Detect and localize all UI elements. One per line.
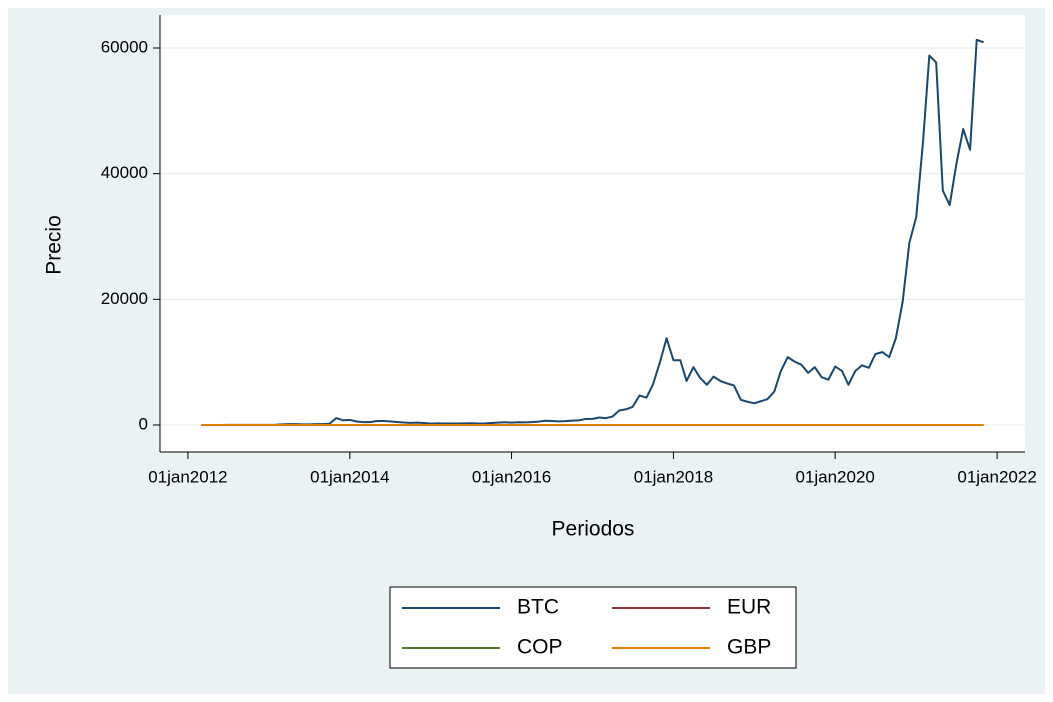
legend-label: GBP bbox=[727, 636, 771, 659]
y-tick-label: 60000 bbox=[101, 37, 148, 56]
legend-label: BTC bbox=[517, 596, 559, 619]
x-tick-label: 01jan2022 bbox=[957, 467, 1036, 486]
plot-region bbox=[160, 15, 1025, 452]
legend bbox=[389, 586, 797, 669]
y-tick-label: 0 bbox=[139, 414, 148, 433]
x-tick-label: 01jan2020 bbox=[795, 467, 874, 486]
legend-label: COP bbox=[517, 636, 563, 659]
legend-label: EUR bbox=[727, 596, 771, 619]
y-axis-label: Precio bbox=[43, 215, 66, 275]
x-tick-label: 01jan2014 bbox=[310, 467, 389, 486]
y-tick-label: 20000 bbox=[101, 289, 148, 308]
series-line bbox=[201, 38, 984, 426]
x-tick-label: 01jan2016 bbox=[472, 467, 551, 486]
x-tick-label: 01jan2012 bbox=[148, 467, 227, 486]
y-tick-label: 40000 bbox=[101, 163, 148, 182]
x-tick-label: 01jan2018 bbox=[634, 467, 713, 486]
x-axis-label: Periodos bbox=[552, 518, 635, 541]
